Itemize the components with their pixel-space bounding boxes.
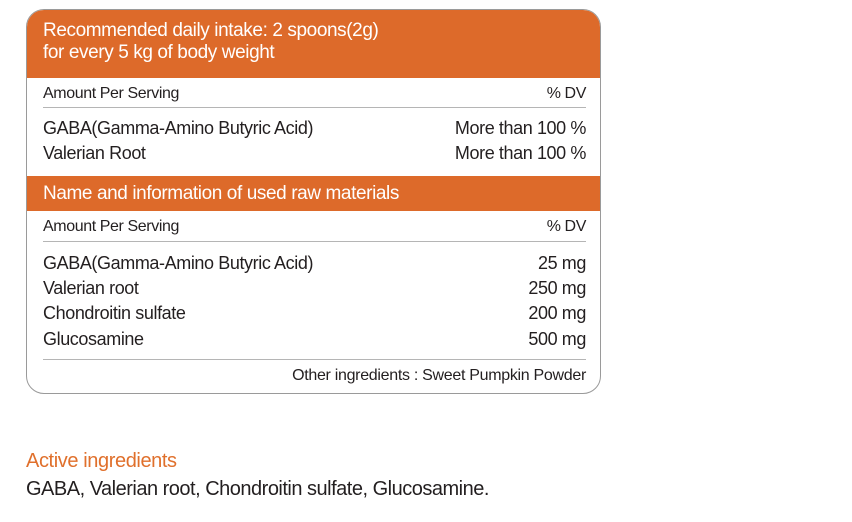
table-row: Valerian root 250 mg xyxy=(43,277,586,299)
supplement-facts-panel: Recommended daily intake: 2 spoons(2g) f… xyxy=(26,9,601,394)
table-row: GABA(Gamma-Amino Butyric Acid) More than… xyxy=(43,117,586,139)
ingredient-value: 500 mg xyxy=(528,329,586,349)
active-ingredients-heading: Active ingredients xyxy=(26,450,177,472)
ingredient-value: More than 100 % xyxy=(454,118,586,138)
ingredient-value: 200 mg xyxy=(528,303,586,323)
ingredient-name: Glucosamine xyxy=(43,329,144,349)
section2-column-header: Amount Per Serving % DV xyxy=(43,216,586,238)
intake-line-1: Recommended daily intake: 2 spoons(2g) xyxy=(43,20,379,41)
dv-label: % DV xyxy=(546,85,587,102)
other-ingredients: Other ingredients : Sweet Pumpkin Powder xyxy=(292,367,586,384)
ingredient-value: More than 100 % xyxy=(454,143,586,163)
amount-per-serving-label: Amount Per Serving xyxy=(43,85,179,102)
section1-column-header: Amount Per Serving % DV xyxy=(43,83,586,105)
amount-per-serving-label: Amount Per Serving xyxy=(43,218,179,235)
intake-header: Recommended daily intake: 2 spoons(2g) f… xyxy=(27,10,600,78)
ingredient-name: Valerian root xyxy=(43,278,139,298)
ingredient-name: Chondroitin sulfate xyxy=(43,303,186,323)
divider xyxy=(43,241,586,242)
intake-line-2: for every 5 kg of body weight xyxy=(43,42,275,63)
table-row: Valerian Root More than 100 % xyxy=(43,142,586,164)
ingredient-name: GABA(Gamma-Amino Butyric Acid) xyxy=(43,253,314,273)
raw-materials-header: Name and information of used raw materia… xyxy=(27,176,600,211)
table-row: GABA(Gamma-Amino Butyric Acid) 25 mg xyxy=(43,252,586,274)
divider xyxy=(43,107,586,108)
table-row: Chondroitin sulfate 200 mg xyxy=(43,302,586,324)
ingredient-value: 25 mg xyxy=(537,253,586,273)
table-row: Glucosamine 500 mg xyxy=(43,328,586,350)
dv-label: % DV xyxy=(546,218,587,235)
ingredient-value: 250 mg xyxy=(528,278,586,298)
active-ingredients-text: GABA, Valerian root, Chondroitin sulfate… xyxy=(26,478,489,500)
ingredient-name: GABA(Gamma-Amino Butyric Acid) xyxy=(43,118,314,138)
divider xyxy=(43,359,586,360)
ingredient-name: Valerian Root xyxy=(43,143,146,163)
